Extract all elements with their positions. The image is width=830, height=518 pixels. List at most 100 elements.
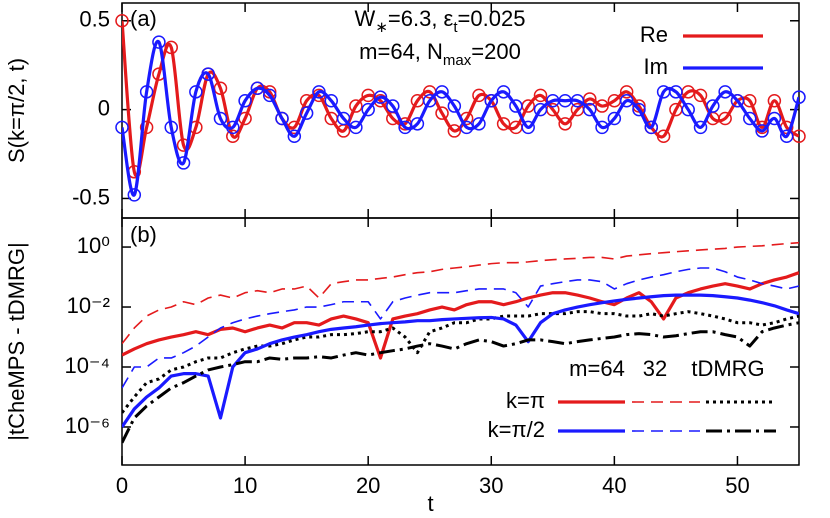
data-marker <box>533 88 548 103</box>
data-marker <box>275 111 289 126</box>
data-marker <box>226 120 240 135</box>
legend-column-label: 32 <box>643 356 667 381</box>
data-line <box>122 20 799 178</box>
y-axis-label: S(k=π/2, t) <box>4 58 29 163</box>
y-tick-label: 10⁻² <box>67 293 110 318</box>
data-marker <box>669 85 683 99</box>
data-marker <box>767 93 782 108</box>
annotation: m=64, Nmax=200 <box>359 39 521 70</box>
data-marker <box>435 106 449 120</box>
data-marker <box>681 102 695 117</box>
legend-label: Re <box>640 22 668 47</box>
data-marker <box>250 81 265 96</box>
data-marker <box>472 88 486 103</box>
data-line <box>122 321 799 444</box>
legend-column-label: m=64 <box>569 356 625 381</box>
data-marker <box>693 120 708 135</box>
annotation-part: t <box>453 19 458 36</box>
data-marker <box>632 102 646 117</box>
data-marker <box>226 129 240 144</box>
data-marker <box>213 111 228 126</box>
annotation: W∗=6.3, εt=0.025 <box>355 6 526 37</box>
legend-label: Im <box>644 54 668 79</box>
data-marker <box>447 99 462 113</box>
y-tick-label: 10⁻⁶ <box>65 413 110 438</box>
annotation-part: =0.025 <box>458 6 526 31</box>
plot-frame <box>121 217 800 466</box>
annotation-part: (b) <box>130 222 157 247</box>
data-marker <box>189 85 203 99</box>
data-marker <box>164 120 178 135</box>
data-marker <box>447 124 462 138</box>
data-marker <box>767 111 782 126</box>
data-marker <box>115 14 129 28</box>
legend-row-label: k=π/2 <box>488 417 545 442</box>
annotation: (b) <box>130 222 157 247</box>
data-marker <box>324 93 339 108</box>
data-marker <box>127 188 142 202</box>
data-marker <box>176 156 191 170</box>
data-marker <box>509 99 523 113</box>
x-tick-label: 40 <box>602 473 626 498</box>
data-marker <box>743 111 757 126</box>
annotation-part: ∗ <box>375 19 388 36</box>
x-tick-label: 50 <box>725 473 749 498</box>
y-tick-label: 0.5 <box>79 7 110 32</box>
legend-column-label: tDMRG <box>691 356 764 381</box>
data-marker <box>496 117 511 131</box>
data-marker <box>299 106 314 120</box>
data-marker <box>262 88 277 103</box>
data-marker <box>176 138 191 152</box>
data-marker <box>607 111 622 126</box>
data-marker <box>336 111 351 126</box>
annotation-part: (a) <box>130 6 157 31</box>
data-marker <box>410 117 425 131</box>
data-marker <box>706 99 720 113</box>
data-marker <box>386 99 400 113</box>
data-marker <box>718 111 732 126</box>
data-marker <box>595 99 609 113</box>
data-line <box>122 241 799 345</box>
annotation-part: =6.3, ε <box>388 6 454 31</box>
data-marker <box>496 85 511 99</box>
data-marker <box>312 85 326 99</box>
x-axis-label: t <box>427 491 433 516</box>
data-marker <box>619 85 634 99</box>
data-marker <box>361 102 375 117</box>
data-marker <box>484 93 499 108</box>
annotation-part: W <box>355 6 376 31</box>
data-marker <box>152 35 166 49</box>
data-marker <box>349 99 363 113</box>
data-marker <box>115 120 129 135</box>
data-marker <box>287 129 302 144</box>
data-marker <box>139 120 154 135</box>
data-marker <box>164 40 178 55</box>
data-marker <box>792 90 806 104</box>
annotation: (a) <box>130 6 157 31</box>
data-marker <box>718 85 732 99</box>
x-tick-label: 10 <box>233 473 257 498</box>
data-marker <box>373 90 388 104</box>
data-marker <box>570 93 585 108</box>
data-marker <box>435 85 449 99</box>
data-marker <box>619 93 634 108</box>
data-marker <box>139 85 154 99</box>
data-marker <box>521 120 535 135</box>
data-marker <box>238 93 252 108</box>
y-tick-label: -0.5 <box>72 184 110 209</box>
legend-row-label: k=π <box>506 388 545 413</box>
x-tick-label: 30 <box>479 473 503 498</box>
data-marker <box>755 124 769 138</box>
data-marker <box>201 67 215 81</box>
y-tick-label: 10⁻⁴ <box>64 353 110 378</box>
y-tick-label: 0 <box>98 95 110 120</box>
data-marker <box>693 88 708 103</box>
annotation-part: =200 <box>471 39 521 64</box>
annotation-part: m=64, N <box>359 39 443 64</box>
data-line <box>122 293 799 428</box>
annotation-part: max <box>443 52 472 69</box>
y-axis-label: |tCheMPS - tDMRG| <box>4 242 29 440</box>
data-marker <box>422 93 437 108</box>
data-marker <box>582 102 597 117</box>
